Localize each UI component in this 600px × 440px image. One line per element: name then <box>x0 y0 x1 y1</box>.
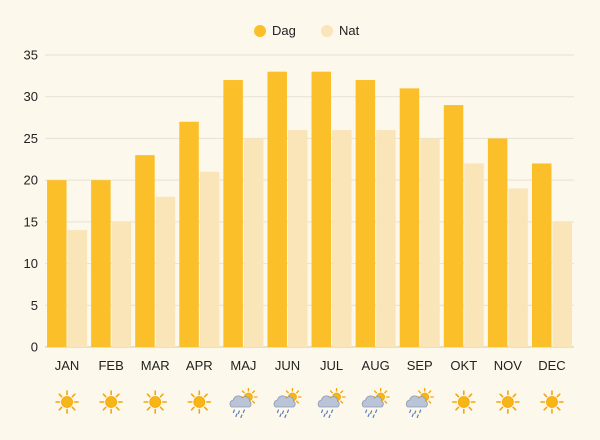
legend-item-night: Nat <box>321 23 360 38</box>
bar-nat-sep <box>420 138 440 347</box>
x-tick-label: MAJ <box>230 358 256 373</box>
x-tick-label: MAR <box>141 358 170 373</box>
bar-nat-okt <box>464 163 484 347</box>
bar-dag-sep <box>399 88 420 347</box>
bar-dag-mar <box>135 155 155 347</box>
y-tick-label: 35 <box>24 48 38 63</box>
x-tick-label: FEB <box>98 358 123 373</box>
bar-nat-mar <box>155 196 176 347</box>
x-tick-label: JUN <box>275 358 300 373</box>
weather-icons <box>55 387 564 419</box>
x-tick-label: APR <box>186 358 213 373</box>
x-tick-label: NOV <box>494 358 523 373</box>
bar-nat-jun <box>287 130 308 347</box>
legend-label-day: Dag <box>272 23 296 38</box>
x-tick-label: SEP <box>407 358 433 373</box>
x-tick-label: OKT <box>450 358 477 373</box>
x-tick-label: JAN <box>55 358 80 373</box>
bar-dag-okt <box>443 105 464 347</box>
y-axis: 0 5 10 15 20 25 30 35 <box>24 48 38 355</box>
bar-nat-nov <box>508 188 528 347</box>
sun-icon <box>496 390 520 414</box>
bar-dag-jun <box>267 71 287 347</box>
sun-icon <box>99 390 123 414</box>
y-tick-label: 15 <box>24 214 38 229</box>
legend-label-night: Nat <box>339 23 360 38</box>
sun-icon <box>540 390 564 414</box>
y-tick-label: 10 <box>24 256 38 271</box>
legend-item-day: Dag <box>254 23 296 38</box>
bar-dag-jul <box>311 71 332 347</box>
sun-icon <box>143 390 168 414</box>
legend: Dag Nat <box>254 23 360 38</box>
bar-dag-nov <box>487 138 508 347</box>
sun-icon <box>55 390 79 414</box>
y-tick-label: 20 <box>24 173 38 188</box>
x-tick-label: AUG <box>362 358 390 373</box>
y-tick-label: 30 <box>24 89 38 104</box>
bar-nat-maj <box>243 138 264 347</box>
sun-icon <box>451 390 476 414</box>
y-tick-label: 25 <box>24 131 38 146</box>
bar-nat-jan <box>67 230 88 347</box>
gridlines <box>45 54 574 348</box>
bar-dag-maj <box>223 80 243 348</box>
x-tick-label: JUL <box>320 358 343 373</box>
bar-dag-feb <box>91 180 111 347</box>
y-tick-label: 5 <box>31 298 38 313</box>
x-axis: JAN FEB MAR APR MAJ JUN JUL AUG SEP OKT NOV DEC <box>55 358 566 373</box>
bar-nat-feb <box>111 221 132 347</box>
bar-nat-aug <box>376 130 396 347</box>
legend-swatch-night <box>321 25 333 37</box>
bar-nat-apr <box>199 171 220 347</box>
rain-sun-icon <box>317 387 346 419</box>
bar-nat-dec <box>552 221 572 347</box>
bar-dag-aug <box>355 80 376 348</box>
rain-sun-icon <box>405 387 434 419</box>
legend-swatch-day <box>254 25 266 37</box>
sun-icon <box>187 390 212 414</box>
y-tick-label: 0 <box>31 340 38 355</box>
bars <box>47 71 572 348</box>
bar-dag-apr <box>179 121 199 347</box>
bar-dag-jan <box>47 180 67 347</box>
x-tick-label: DEC <box>538 358 565 373</box>
rain-sun-icon <box>273 387 302 419</box>
rain-sun-icon <box>229 387 258 419</box>
rain-sun-icon <box>361 387 390 419</box>
bar-dag-dec <box>531 163 552 347</box>
bar-nat-jul <box>332 130 352 347</box>
